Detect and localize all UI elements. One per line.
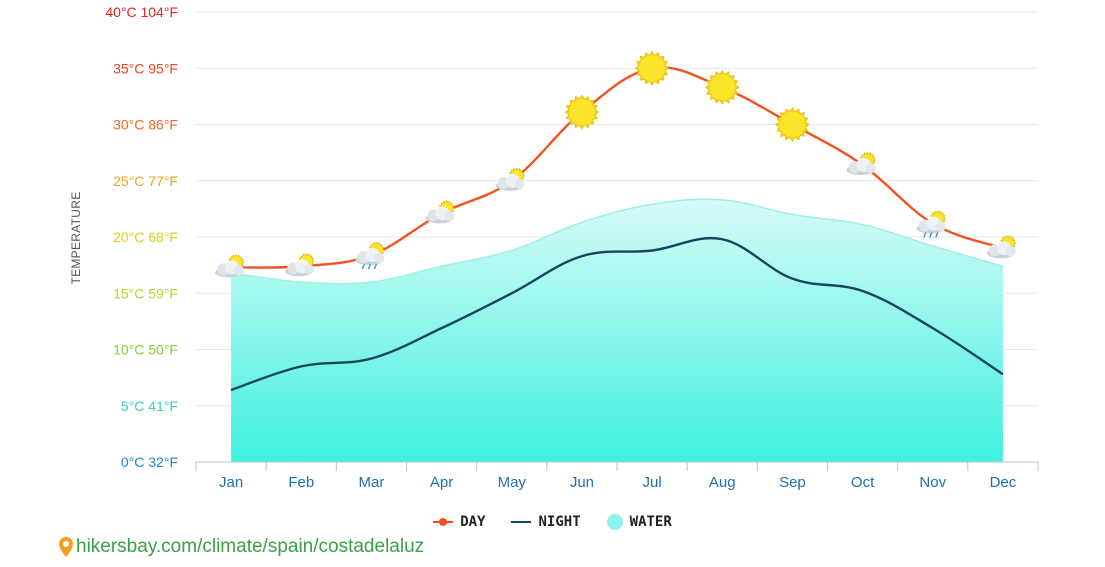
y-tick-label: 20°C 68°F bbox=[113, 229, 178, 245]
sun-icon bbox=[564, 94, 600, 130]
night-line-icon bbox=[511, 521, 532, 523]
y-tick-label: 15°C 59°F bbox=[113, 285, 178, 301]
y-tick-label: 25°C 77°F bbox=[113, 173, 178, 189]
map-pin-icon bbox=[59, 537, 73, 557]
legend: DAY NIGHT WATER bbox=[0, 514, 1105, 530]
y-tick-label: 30°C 86°F bbox=[113, 117, 178, 133]
partly-cloudy-icon bbox=[986, 234, 1017, 259]
x-tick-label: Jul bbox=[642, 474, 661, 491]
rain-sun-icon bbox=[916, 210, 947, 238]
legend-water-label: WATER bbox=[629, 514, 672, 530]
x-tick-label: Aug bbox=[709, 474, 736, 491]
x-tick-label: Feb bbox=[288, 474, 314, 491]
y-tick-label: 0°C 32°F bbox=[121, 454, 178, 470]
legend-day[interactable]: DAY bbox=[433, 514, 485, 530]
water-area bbox=[231, 199, 1003, 463]
legend-night[interactable]: NIGHT bbox=[511, 514, 581, 530]
temperature-chart: 0°C 32°F 5°C 41°F 10°C 50°F 15°C 59°F 20°C 6… bbox=[69, 4, 1039, 491]
x-tick-label: Sep bbox=[779, 474, 806, 491]
partly-cloudy-icon bbox=[846, 151, 876, 175]
partly-cloudy-icon bbox=[285, 252, 315, 277]
x-tick-label: Dec bbox=[990, 474, 1017, 491]
x-axis: Jan Feb Mar Apr May Jun Jul Aug Sep Oct Nov Dec bbox=[195, 461, 1039, 491]
y-tick-label: 5°C 41°F bbox=[121, 398, 178, 414]
sun-icon bbox=[634, 50, 670, 86]
x-tick-label: Apr bbox=[430, 474, 453, 491]
rain-sun-icon bbox=[355, 241, 385, 270]
x-tick-label: Jun bbox=[570, 474, 594, 491]
day-line-icon bbox=[433, 516, 454, 528]
partly-cloudy-icon bbox=[215, 254, 245, 278]
y-tick-label: 10°C 50°F bbox=[113, 342, 178, 358]
water-series bbox=[230, 198, 1004, 463]
y-tick-label: 40°C 104°F bbox=[105, 4, 178, 20]
legend-water[interactable]: WATER bbox=[606, 514, 672, 530]
night-line bbox=[230, 237, 1004, 392]
water-circle-icon bbox=[606, 514, 623, 530]
partly-cloudy-icon bbox=[425, 200, 455, 224]
y-axis: 0°C 32°F 5°C 41°F 10°C 50°F 15°C 59°F 20°C 6… bbox=[105, 4, 178, 470]
x-tick-label: Oct bbox=[851, 474, 875, 491]
night-series bbox=[230, 237, 1004, 392]
sun-icon bbox=[774, 107, 810, 142]
partly-cloudy-icon bbox=[495, 167, 526, 191]
y-tick-label: 35°C 95°F bbox=[113, 60, 178, 76]
legend-day-label: DAY bbox=[460, 514, 486, 530]
x-tick-label: May bbox=[498, 474, 527, 491]
weather-icons bbox=[215, 50, 1017, 278]
sun-icon bbox=[704, 69, 740, 105]
x-tick-label: Jan bbox=[219, 474, 243, 491]
x-tick-label: Nov bbox=[919, 474, 946, 491]
legend-night-label: NIGHT bbox=[538, 514, 581, 530]
water-line bbox=[230, 198, 1004, 285]
source-link[interactable]: hikersbay.com/climate/spain/costadelaluz bbox=[58, 536, 424, 558]
x-tick-label: Mar bbox=[358, 474, 384, 491]
y-axis-label: TEMPERATURE bbox=[69, 191, 83, 284]
source-url: hikersbay.com/climate/spain/costadelaluz bbox=[76, 536, 425, 557]
